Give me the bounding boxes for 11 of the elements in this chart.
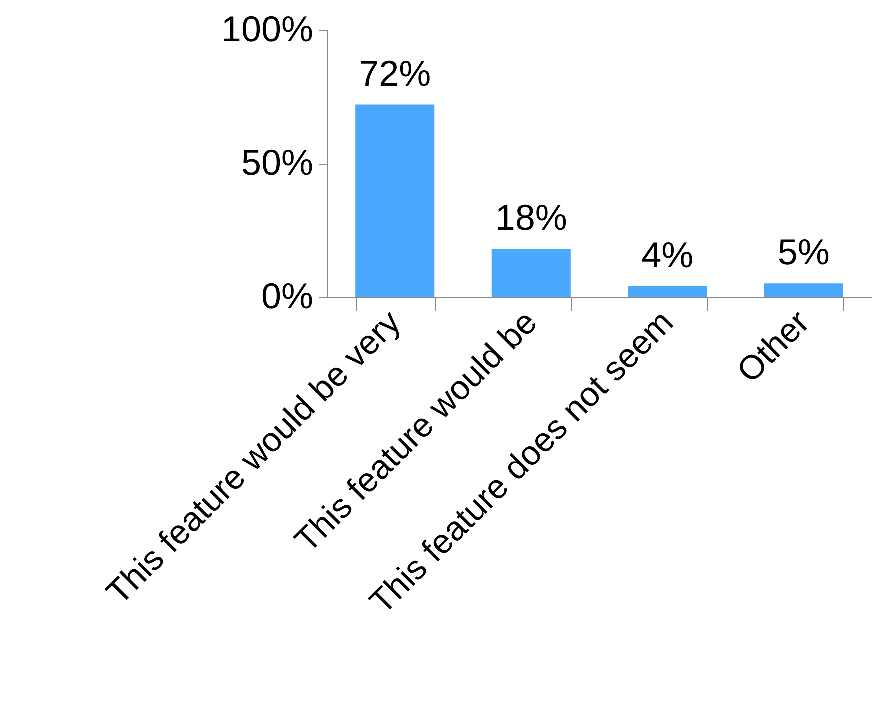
data-label: 18% bbox=[495, 196, 568, 238]
y-tick-label: 0% bbox=[261, 276, 314, 316]
bar bbox=[628, 286, 708, 297]
y-tick-label: 50% bbox=[241, 142, 314, 183]
bar bbox=[492, 248, 571, 297]
data-label: 72% bbox=[359, 52, 432, 94]
data-label: 4% bbox=[642, 234, 694, 276]
bar bbox=[356, 104, 435, 297]
y-tick-label: 100% bbox=[221, 8, 314, 50]
data-label: 5% bbox=[778, 232, 830, 273]
bar bbox=[764, 284, 844, 297]
